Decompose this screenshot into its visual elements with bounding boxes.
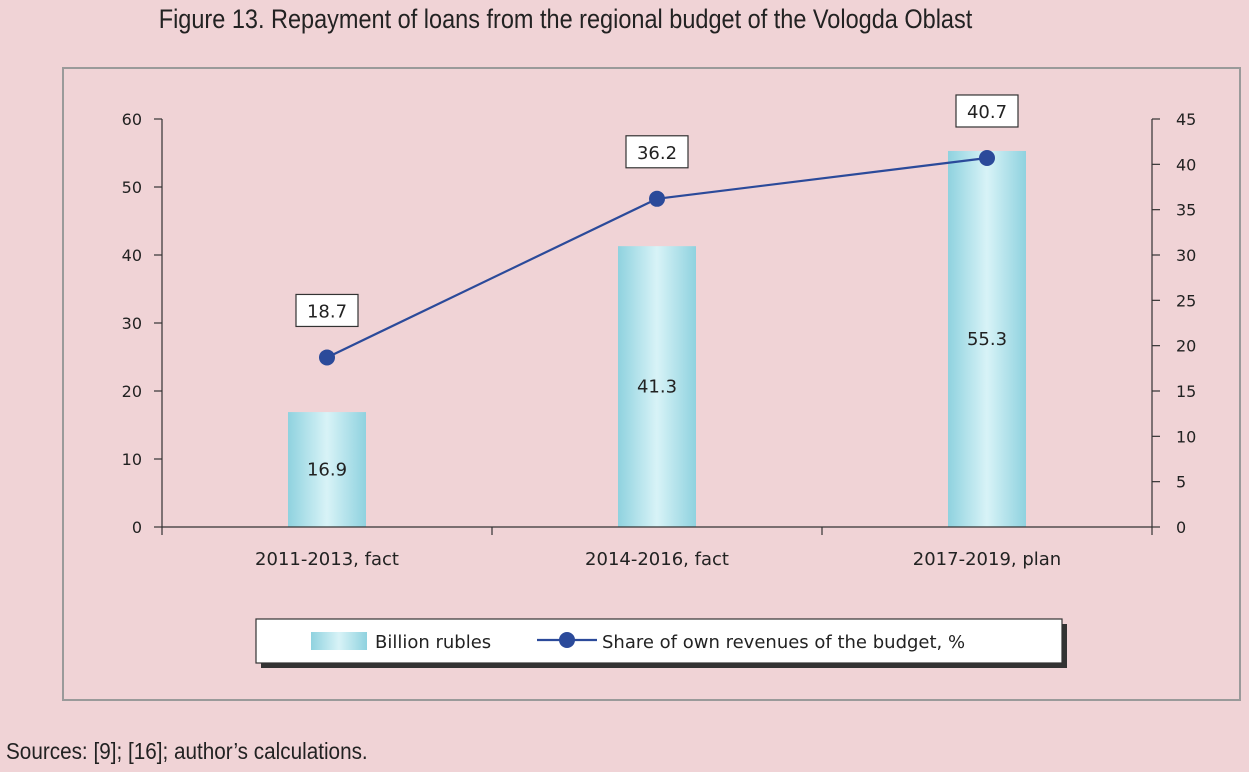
y-left-tick-label: 60	[122, 110, 142, 129]
y-right-tick-label: 40	[1176, 155, 1196, 174]
axes-group: 0 10 20 30 40 50 60 0 5 10 15 20 25 30 35 40 45 2011-2013…	[122, 110, 1197, 570]
point-label-box	[625, 135, 689, 169]
y-left-tick-label: 0	[132, 518, 142, 537]
y-right-tick-label: 45	[1176, 110, 1196, 129]
bar-value-label: 55.3	[967, 329, 1007, 350]
y-right-tick-label: 35	[1176, 201, 1196, 220]
point-label-box	[955, 94, 1019, 128]
y-left-tick-label: 30	[122, 314, 142, 333]
y-left-tick-label: 10	[122, 450, 142, 469]
y-right-tick-label: 25	[1176, 291, 1196, 310]
y-left-tick-label: 40	[122, 246, 142, 265]
y-right-tick-label: 0	[1176, 518, 1186, 537]
chart-frame	[62, 67, 1241, 701]
bars-group: 16.9 41.3 55.3	[288, 150, 1026, 527]
legend-bar-swatch	[311, 632, 367, 650]
series-point	[319, 349, 335, 366]
point-label-box	[295, 293, 359, 328]
bar	[618, 246, 696, 527]
x-category-label: 2014-2016, fact	[585, 549, 729, 570]
bar	[288, 412, 366, 527]
sources-note: Sources: [9]; [16]; author’s calculation…	[6, 738, 368, 764]
line-group: 18.7 36.2 40.7	[295, 94, 1019, 366]
chart-title: Figure 13. Repayment of loans from the r…	[158, 4, 973, 34]
y-right-tick-label: 10	[1176, 427, 1196, 446]
series-point	[649, 190, 665, 207]
x-category-label: 2017-2019, plan	[913, 549, 1061, 570]
y-right-tick-label: 30	[1176, 246, 1196, 265]
legend-box	[255, 618, 1063, 664]
point-value-label: 36.2	[637, 143, 677, 164]
bar-value-label: 16.9	[307, 460, 347, 481]
y-left-tick-label: 20	[122, 382, 142, 401]
y-left-tick-label: 50	[122, 178, 142, 197]
y-right-tick-label: 20	[1176, 337, 1196, 356]
point-value-label: 40.7	[967, 102, 1007, 123]
legend-bar-label: Billion rubles	[375, 632, 491, 653]
legend-line-label: Share of own revenues of the budget, %	[602, 632, 965, 653]
bar	[948, 150, 1026, 527]
legend-line-marker	[559, 632, 575, 648]
point-value-label: 18.7	[307, 301, 347, 322]
x-category-label: 2011-2013, fact	[255, 549, 399, 570]
legend-group: Billion rubles Share of own revenues of t…	[255, 618, 1067, 668]
y-right-tick-label: 5	[1176, 473, 1186, 492]
bar-value-label: 41.3	[637, 377, 677, 398]
y-right-tick-label: 15	[1176, 382, 1196, 401]
series-point	[979, 149, 995, 166]
